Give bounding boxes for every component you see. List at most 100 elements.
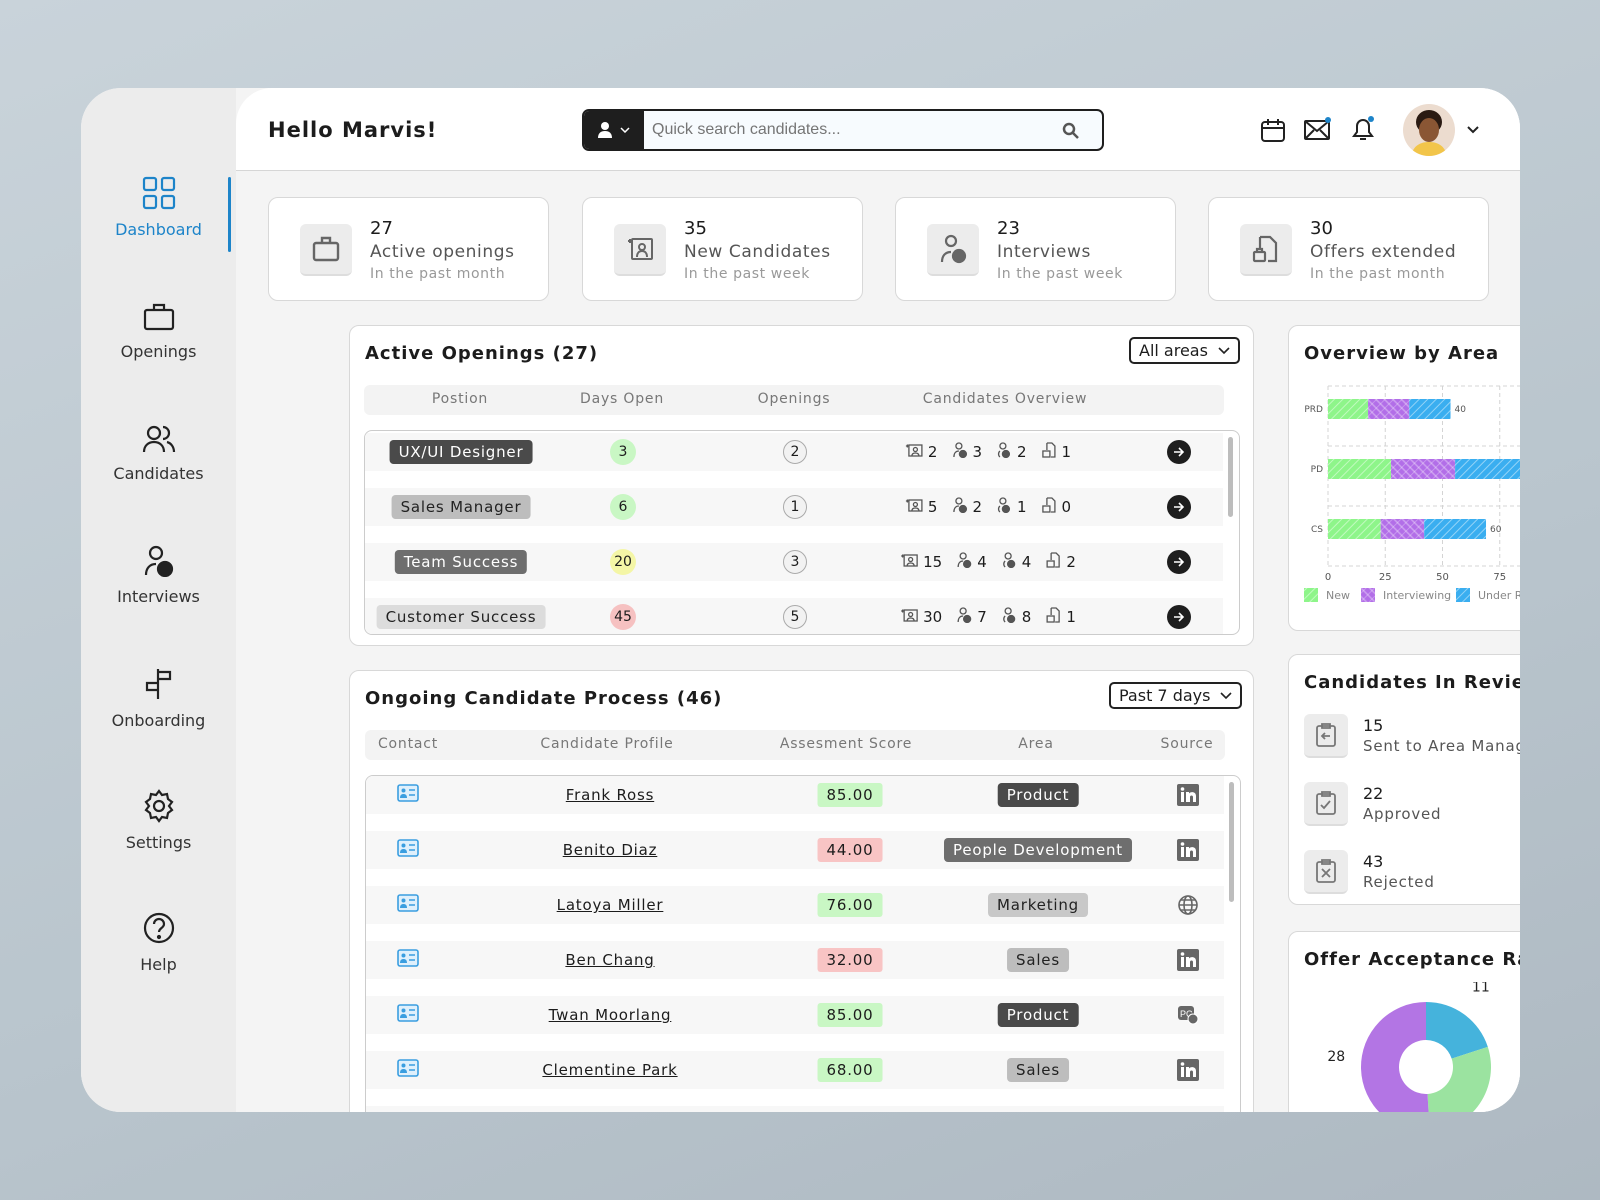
- days-open-badge: 6: [610, 494, 636, 520]
- table-row[interactable]: Sales Manager 6 1 5 2 1 0: [365, 488, 1223, 526]
- overview-count: 1: [1066, 608, 1076, 626]
- stat-card[interactable]: 27 Active openings In the past month: [268, 197, 549, 301]
- table-row[interactable]: UX/UI Designer 3 2 2 3 2 1: [365, 433, 1223, 471]
- overview-count: 0: [1061, 498, 1072, 516]
- candidates-overview: 5 2 1 0: [905, 497, 1071, 517]
- period-filter-dropdown[interactable]: Past 7 days: [1109, 682, 1243, 709]
- offer-document-icon: [1240, 224, 1292, 276]
- open-detail-arrow-icon[interactable]: [1167, 550, 1191, 574]
- candidate-profile-link[interactable]: Benito Diaz: [562, 841, 658, 859]
- bar-interviewing-prd[interactable]: [1368, 399, 1410, 419]
- stat-card[interactable]: 23 Interviews In the past week: [895, 197, 1176, 301]
- offer-icon: [1041, 497, 1057, 517]
- candidate-profile-link[interactable]: Ben Chang: [565, 951, 655, 969]
- candidate-profile-link[interactable]: Clementine Park: [542, 1061, 678, 1079]
- table-row[interactable]: Clementine Park 68.00 Sales: [366, 1051, 1224, 1089]
- linkedin-icon[interactable]: [1177, 784, 1199, 806]
- column-header: Contact: [377, 736, 439, 752]
- sidebar-item-label: Candidates: [113, 464, 204, 483]
- contact-card-icon[interactable]: [397, 949, 419, 971]
- chevron-down-icon: [1220, 691, 1233, 699]
- sidebar-item-interviews[interactable]: Interviews: [81, 545, 236, 606]
- open-detail-arrow-icon[interactable]: [1167, 495, 1191, 519]
- openings-count: 3: [783, 550, 807, 574]
- contact-card-icon[interactable]: [397, 784, 419, 806]
- contact-card-icon[interactable]: [397, 839, 419, 861]
- scrollbar[interactable]: [1228, 437, 1233, 517]
- sidebar-item-settings[interactable]: Settings: [81, 789, 236, 852]
- open-detail-arrow-icon[interactable]: [1167, 605, 1191, 629]
- globe-icon[interactable]: [1177, 894, 1199, 916]
- search-scope-dropdown[interactable]: [584, 111, 644, 149]
- bar-new-pd[interactable]: [1328, 459, 1391, 479]
- contact-card-icon[interactable]: [397, 1059, 419, 1081]
- calendar-icon[interactable]: [1260, 117, 1286, 143]
- column-header: Candidate Profile: [540, 736, 674, 752]
- column-header: Area: [1018, 736, 1054, 752]
- stat-value: 30: [1310, 218, 1333, 239]
- stat-card[interactable]: 30 Offers extended In the past month: [1208, 197, 1489, 301]
- table-row[interactable]: Customer Success 45 5 30 7 8 1: [365, 598, 1223, 634]
- area-filter-dropdown[interactable]: All areas: [1129, 337, 1240, 364]
- sidebar-item-help[interactable]: Help: [81, 911, 236, 974]
- notifications-button[interactable]: [1349, 115, 1377, 147]
- scrollbar[interactable]: [1229, 782, 1234, 902]
- donut-slice[interactable]: [1427, 1046, 1491, 1112]
- stat-subtitle: In the past week: [997, 266, 1123, 282]
- table-row[interactable]: Frank Ross 85.00 Product: [366, 776, 1224, 814]
- candidate-profile-link[interactable]: Latoya Miller: [556, 896, 664, 914]
- interviewing-icon: [951, 497, 967, 517]
- linkedin-icon[interactable]: [1177, 949, 1199, 971]
- table-row[interactable]: Twan Moorlang 85.00 Product PC: [366, 996, 1224, 1034]
- assessment-score: 32.00: [817, 948, 883, 972]
- sidebar-item-label: Help: [140, 955, 177, 974]
- avatar[interactable]: [1403, 104, 1455, 156]
- linkedin-icon[interactable]: [1177, 839, 1199, 861]
- contact-card-icon[interactable]: [397, 894, 419, 916]
- overview-count: 4: [977, 553, 987, 571]
- donut-slice[interactable]: [1426, 1002, 1488, 1059]
- sidebar: Dashboard Openings Candidates Interviews…: [81, 88, 236, 1112]
- table-row[interactable]: Ben Chang 32.00 Sales: [366, 941, 1224, 979]
- table-row[interactable]: Team Success 20 3 15 4 4 2: [365, 543, 1223, 581]
- messages-button[interactable]: [1304, 117, 1332, 145]
- candidate-profile-link[interactable]: Frank Ross: [565, 786, 655, 804]
- area-tag: Sales: [1007, 948, 1069, 972]
- bar-under-review-pd[interactable]: [1455, 459, 1520, 479]
- column-header: Source: [1160, 736, 1214, 752]
- sidebar-item-dashboard[interactable]: Dashboard: [81, 176, 236, 239]
- offer-acceptance-panel: Offer Acceptance Rate 11 16 28: [1288, 931, 1520, 1112]
- profile-menu-chevron-icon[interactable]: [1467, 126, 1479, 134]
- sidebar-item-onboarding[interactable]: Onboarding: [81, 667, 236, 730]
- y-tick-label: CS: [1311, 525, 1323, 535]
- assessment-score: 85.00: [817, 783, 883, 807]
- search-input[interactable]: [652, 111, 1052, 149]
- stat-card[interactable]: 35 New Candidates In the past week: [582, 197, 863, 301]
- legend-label: Interviewing: [1383, 589, 1451, 602]
- bar-interviewing-pd[interactable]: [1390, 459, 1456, 479]
- overview-new: 2: [905, 443, 937, 461]
- sidebar-item-openings[interactable]: Openings: [81, 302, 236, 361]
- bar-interviewing-cs[interactable]: [1380, 519, 1425, 539]
- table-row[interactable]: Latoya Miller 76.00 Marketing: [366, 886, 1224, 924]
- x-tick-label: 25: [1379, 572, 1392, 583]
- assessment-score: 68.00: [817, 1058, 883, 1082]
- donut-slice[interactable]: [1361, 1002, 1430, 1112]
- open-detail-arrow-icon[interactable]: [1167, 440, 1191, 464]
- search-icon[interactable]: [1062, 122, 1080, 140]
- bar-new-cs[interactable]: [1328, 519, 1381, 539]
- ongoing-process-panel: Ongoing Candidate Process (46) Past 7 da…: [349, 670, 1254, 1112]
- openings-table: UX/UI Designer 3 2 2 3 2 1 Sales Manager 6 1 5 2 1 0 T…: [364, 430, 1240, 635]
- bar-under-review-prd[interactable]: [1409, 399, 1451, 419]
- referral-icon[interactable]: PC: [1177, 1004, 1199, 1026]
- candidate-profile-link[interactable]: Twan Moorlang: [548, 1006, 672, 1024]
- contact-card-icon[interactable]: [397, 1004, 419, 1026]
- bar-new-prd[interactable]: [1328, 399, 1369, 419]
- table-row[interactable]: Benito Diaz 44.00 People Development: [366, 831, 1224, 869]
- table-row[interactable]: [366, 1106, 1224, 1112]
- bar-under-review-cs[interactable]: [1424, 519, 1487, 539]
- sidebar-item-label: Openings: [120, 342, 197, 361]
- sidebar-item-candidates[interactable]: Candidates: [81, 424, 236, 483]
- linkedin-icon[interactable]: [1177, 1059, 1199, 1081]
- sidebar-item-label: Interviews: [117, 587, 200, 606]
